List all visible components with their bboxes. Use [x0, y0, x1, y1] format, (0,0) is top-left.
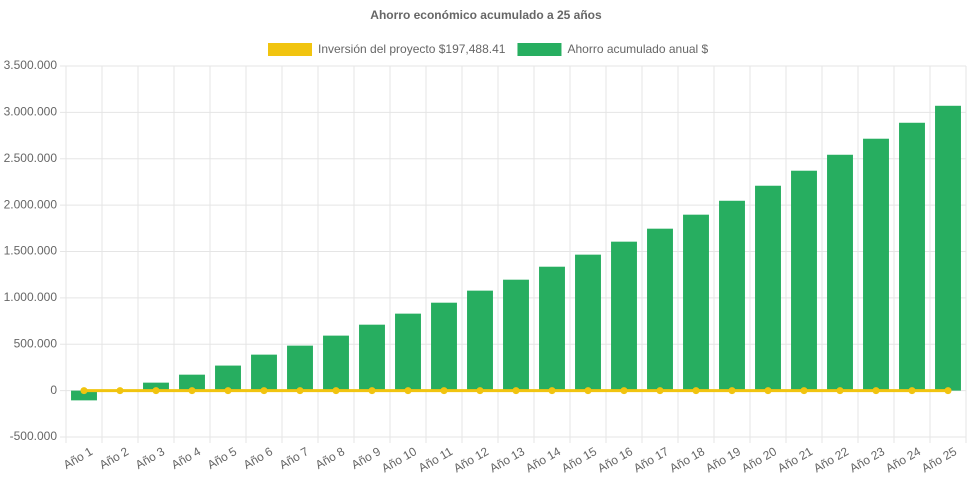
x-tick-label: Año 18	[667, 444, 707, 475]
bar	[359, 324, 385, 391]
x-tick-label: Año 5	[205, 444, 239, 472]
line-point	[440, 387, 448, 395]
line-point	[620, 387, 628, 395]
bar	[503, 279, 529, 391]
x-tick-label: Año 16	[595, 444, 635, 475]
bar	[575, 254, 601, 391]
line-point	[116, 387, 124, 395]
line-point	[908, 387, 916, 395]
y-tick-label: 500.000	[14, 336, 58, 350]
y-tick-label: 2.000.000	[4, 197, 58, 211]
x-tick-label: Año 6	[241, 444, 275, 472]
bar	[611, 241, 637, 391]
x-tick-label: Año 12	[451, 444, 491, 475]
x-tick-label: Año 25	[919, 444, 959, 475]
line-point	[476, 387, 484, 395]
bar	[323, 335, 349, 391]
y-tick-label: -500.000	[10, 429, 58, 443]
bar	[395, 313, 421, 391]
x-tick-label: Año 8	[313, 444, 347, 472]
line-point	[836, 387, 844, 395]
x-tick-label: Año 13	[487, 444, 527, 475]
line-point	[872, 387, 880, 395]
line-point	[368, 387, 376, 395]
bar	[755, 185, 781, 391]
bar	[683, 214, 709, 391]
legend-swatch	[268, 43, 312, 56]
bar	[863, 138, 889, 391]
x-tick-label: Año 10	[379, 444, 419, 475]
line-point	[188, 387, 196, 395]
bar	[287, 345, 313, 391]
x-tick-label: Año 15	[559, 444, 599, 475]
x-tick-label: Año 19	[703, 444, 743, 475]
bar	[467, 290, 493, 391]
line-point	[656, 387, 664, 395]
bar	[71, 390, 97, 401]
line-point	[80, 387, 88, 395]
bar	[539, 266, 565, 391]
legend-label: Inversión del proyecto $197,488.41	[318, 42, 506, 56]
y-tick-label: 3.500.000	[4, 58, 58, 72]
bar	[791, 170, 817, 391]
x-tick-label: Año 14	[523, 444, 563, 475]
line-point	[512, 387, 520, 395]
y-tick-label: 1.000.000	[4, 290, 58, 304]
bar	[647, 228, 673, 391]
legend-label: Ahorro acumulado anual $	[567, 42, 708, 56]
bar	[143, 382, 169, 391]
line-point	[944, 387, 952, 395]
bar	[935, 105, 961, 391]
line-point	[764, 387, 772, 395]
line-point	[332, 387, 340, 395]
line-point	[584, 387, 592, 395]
x-tick-label: Año 24	[883, 444, 923, 475]
line-point	[800, 387, 808, 395]
y-tick-label: 1.500.000	[4, 244, 58, 258]
line-point	[692, 387, 700, 395]
y-tick-label: 3.000.000	[4, 105, 58, 119]
x-tick-label: Año 2	[97, 444, 131, 472]
x-tick-label: Año 3	[133, 444, 167, 472]
bar	[251, 354, 277, 391]
bar	[215, 365, 241, 391]
x-tick-label: Año 1	[61, 444, 95, 472]
bar	[431, 302, 457, 391]
line-point	[548, 387, 556, 395]
bar	[179, 374, 205, 391]
line-point	[260, 387, 268, 395]
y-tick-label: 0	[50, 383, 57, 397]
line-point	[404, 387, 412, 395]
bar	[899, 122, 925, 391]
x-tick-label: Año 17	[631, 444, 671, 475]
x-tick-label: Año 4	[169, 444, 203, 472]
bar	[719, 200, 745, 391]
bar	[827, 154, 853, 391]
chart-title: Ahorro económico acumulado a 25 años	[370, 8, 602, 22]
y-tick-label: 2.500.000	[4, 151, 58, 165]
line-point	[728, 387, 736, 395]
legend-swatch	[517, 43, 562, 56]
x-tick-label: Año 20	[739, 444, 779, 475]
x-tick-label: Año 11	[416, 444, 455, 475]
line-point	[296, 387, 304, 395]
x-tick-label: Año 9	[349, 444, 383, 472]
x-tick-label: Año 23	[847, 444, 887, 475]
x-tick-label: Año 7	[277, 444, 311, 472]
x-tick-label: Año 22	[811, 444, 851, 475]
x-tick-label: Año 21	[775, 444, 815, 475]
line-point	[224, 387, 232, 395]
line-point	[152, 387, 160, 395]
